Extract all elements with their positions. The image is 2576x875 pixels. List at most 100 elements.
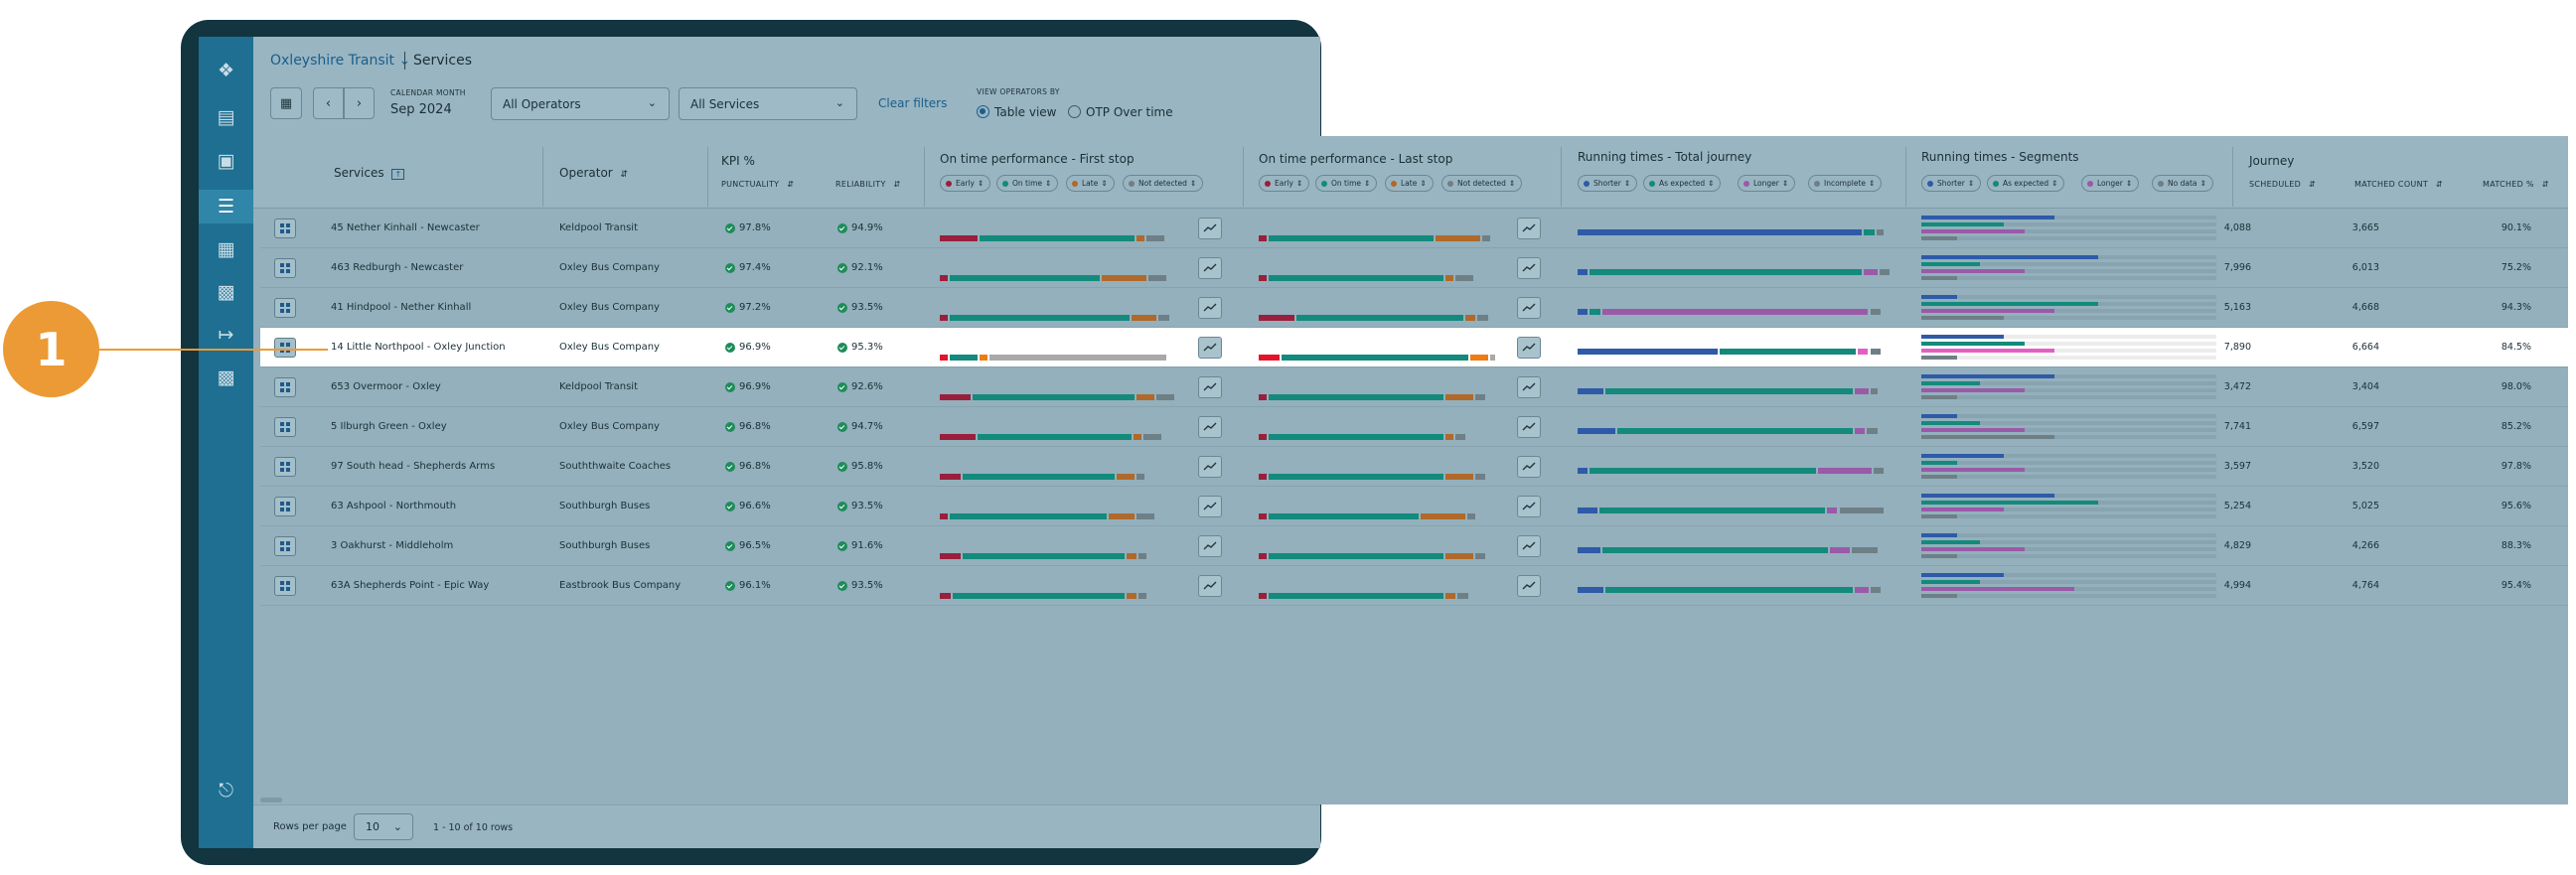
sort-icon[interactable]: ⇵ [893,180,901,189]
clear-filters-link[interactable]: Clear filters [878,96,948,110]
service-details-icon[interactable] [274,576,296,596]
rt-segments-chip[interactable]: Shorter ⇕ [1921,175,1982,192]
service-details-icon[interactable] [274,457,296,477]
service-details-icon[interactable] [274,377,296,397]
table-row[interactable] [260,248,2568,288]
lock-icon[interactable]: ⎋ [218,780,234,802]
service-details-icon[interactable] [274,219,296,238]
sort-icon[interactable]: ⇵ [2541,180,2549,189]
trend-chart-button[interactable] [1198,376,1222,398]
otp-last-bar-segment [1269,513,1419,519]
rt-total-chip[interactable]: Longer ⇕ [1738,175,1796,192]
otp-last-chip[interactable]: Not detected ⇕ [1441,175,1523,192]
trend-chart-button[interactable] [1198,337,1222,359]
table-view-radio[interactable] [977,105,989,118]
calendar-button[interactable]: ▦ [270,87,302,119]
inbox-icon[interactable]: ▣ [217,150,235,172]
rt-segments-chip[interactable]: No data ⇕ [2152,175,2213,192]
col-matched-count[interactable]: MATCHED COUNT ⇵ [2354,180,2443,189]
otp-first-chip[interactable]: On time ⇕ [996,175,1059,192]
rt-total-chip[interactable]: As expected ⇕ [1643,175,1722,192]
sort-icon: ⇕ [1708,179,1715,188]
trend-chart-button[interactable] [1198,416,1222,438]
col-matched-pct[interactable]: MATCHED % ⇵ [2483,180,2549,189]
trend-chart-button[interactable] [1198,257,1222,279]
rows-per-page-select[interactable]: 10 ⌄ [354,813,413,840]
table-row[interactable] [260,487,2568,526]
trend-chart-button[interactable] [1517,257,1541,279]
col-scheduled[interactable]: SCHEDULED ⇵ [2249,180,2316,189]
otp-over-time-radio[interactable] [1068,105,1081,118]
otp-last-chip[interactable]: Late ⇕ [1385,175,1434,192]
trend-chart-button[interactable] [1517,535,1541,557]
trend-chart-button[interactable] [1517,575,1541,597]
rt-total-chip[interactable]: Incomplete ⇕ [1808,175,1883,192]
logo-icon[interactable]: ❖ [217,60,235,81]
service-details-icon[interactable] [274,536,296,556]
scheduled-value: 4,994 [2223,580,2251,591]
table-row[interactable] [260,447,2568,487]
logout-icon[interactable]: ↦ [218,324,234,346]
trend-chart-button[interactable] [1517,416,1541,438]
rt-total-chip[interactable]: Shorter ⇕ [1578,175,1638,192]
rt-segments-chip[interactable]: Longer ⇕ [2081,175,2140,192]
otp-first-chip[interactable]: Early ⇕ [940,175,991,192]
trend-chart-button[interactable] [1198,496,1222,517]
trend-chart-button[interactable] [1198,575,1222,597]
service-details-icon[interactable] [274,258,296,278]
service-details-icon[interactable] [274,298,296,318]
trend-chart-button[interactable] [1517,496,1541,517]
chart-icon[interactable]: ▤ [217,106,235,128]
table-row[interactable] [260,526,2568,566]
services-select[interactable]: All Services ⌄ [679,87,857,120]
sort-icon[interactable]: ⇵ [2308,180,2316,189]
list-icon[interactable]: ☰ [199,190,253,223]
org-selector[interactable]: Oxleyshire Transit ⌄ [270,53,410,69]
otp-first-bar-segment [1136,513,1154,519]
table-row[interactable] [260,328,2568,367]
trend-chart-button[interactable] [1517,218,1541,239]
col-punctuality[interactable]: PUNCTUALITY ⇵ [721,180,795,189]
sort-icon[interactable]: ⇵ [2435,180,2443,189]
service-details-icon[interactable] [274,417,296,437]
col-services[interactable]: Services ↑ [334,166,405,180]
trend-chart-button[interactable] [1198,456,1222,478]
table-row[interactable] [260,566,2568,606]
operator-name: Southburgh Buses [559,501,651,511]
otp-first-bar-segment [1126,553,1136,559]
trend-chart-button[interactable] [1517,337,1541,359]
next-month-button[interactable]: › [344,87,375,119]
trend-chart-button[interactable] [1517,376,1541,398]
map-icon[interactable]: ▩ [217,281,235,303]
trend-chart-button[interactable] [1517,297,1541,319]
col-reliability[interactable]: RELIABILITY ⇵ [835,180,901,189]
otp-last-bar-segment [1259,394,1267,400]
widgets-icon[interactable]: ▦ [217,238,235,260]
service-details-icon[interactable] [274,338,296,358]
horizontal-scrollbar[interactable] [260,798,282,802]
trend-chart-button[interactable] [1198,218,1222,239]
table-row[interactable] [260,367,2568,407]
otp-first-chip[interactable]: Not detected ⇕ [1123,175,1204,192]
operators-select[interactable]: All Operators ⌄ [491,87,670,120]
otp-first-chip[interactable]: Late ⇕ [1066,175,1115,192]
operator-name: Oxley Bus Company [559,262,660,273]
service-details-icon[interactable] [274,497,296,516]
sort-icon[interactable]: ↑ [391,169,405,180]
sort-icon[interactable]: ⇵ [787,180,795,189]
table-row[interactable] [260,288,2568,328]
prev-month-button[interactable]: ‹ [313,87,344,119]
rt-segments-chip[interactable]: As expected ⇕ [1987,175,2065,192]
trend-chart-button[interactable] [1517,456,1541,478]
reliability-value: 95.8% [851,461,883,472]
trend-chart-button[interactable] [1198,535,1222,557]
table-row[interactable] [260,407,2568,447]
otp-last-chip[interactable]: Early ⇕ [1259,175,1310,192]
check-icon [725,502,735,511]
report-icon[interactable]: ▩ [217,366,235,388]
col-operator[interactable]: Operator ⇵ [559,166,629,180]
table-row[interactable] [260,209,2568,248]
otp-last-chip[interactable]: On time ⇕ [1315,175,1378,192]
trend-chart-button[interactable] [1198,297,1222,319]
sort-icon[interactable]: ⇵ [620,170,629,180]
